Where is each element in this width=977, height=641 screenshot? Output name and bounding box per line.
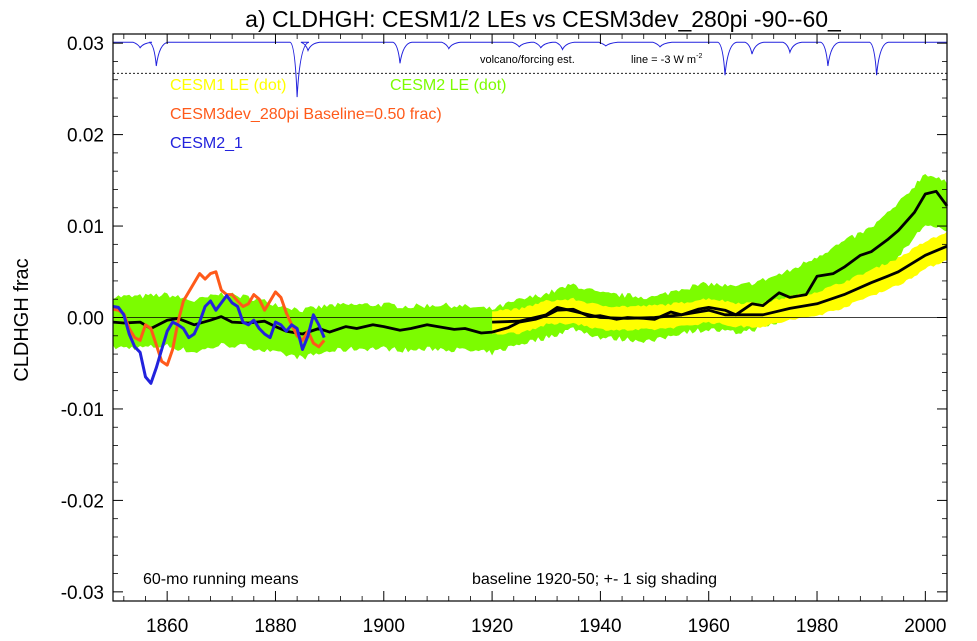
x-tick-label: 1980	[796, 616, 838, 637]
volcano-forcing-trace	[113, 41, 947, 98]
confidence-bands	[113, 174, 947, 360]
x-tick-label: 2000	[904, 616, 946, 637]
legend: CESM1 LE (dot) CESM2 LE (dot) CESM3dev_2…	[170, 77, 506, 152]
volcano-line-superscript: -2	[696, 53, 702, 60]
cesm2-le-band	[113, 174, 947, 360]
y-tick-label: 0.03	[67, 34, 104, 55]
chart-title: a) CLDHGH: CESM1/2 LEs vs CESM3dev_280pi…	[245, 6, 842, 32]
x-tick-label: 1960	[688, 616, 730, 637]
y-tick-label: -0.01	[61, 400, 104, 421]
x-tick-label: 1900	[363, 616, 405, 637]
x-tick-label: 1880	[254, 616, 296, 637]
y-tick-label: -0.03	[61, 583, 104, 604]
y-axis-label: CLDHGH frac	[11, 258, 33, 381]
x-tick-label: 1940	[579, 616, 621, 637]
x-tick-label: 1920	[471, 616, 513, 637]
volcano-note: volcano/forcing est.	[480, 54, 575, 66]
y-tick-label: 0.00	[67, 309, 104, 330]
volcano-forcing-layer	[113, 41, 947, 98]
axis-ticks: 1860 1880 1900 1920 1940 1960 1980 2000 -0.03 -0.…	[61, 34, 948, 637]
y-tick-label: 0.01	[67, 217, 104, 238]
legend-entry-cesm3dev: CESM3dev_280pi Baseline=0.50 frac)	[170, 106, 442, 123]
y-tick-label: -0.02	[61, 491, 104, 512]
series-line-cesm2-1	[112, 294, 326, 385]
cesm1-le-band	[492, 231, 947, 335]
legend-entry-cesm2-le: CESM2 LE (dot)	[390, 77, 506, 94]
volcano-line-text: line = -3 W m	[631, 54, 696, 66]
y-tick-label: 0.02	[67, 126, 104, 147]
series-lines	[112, 189, 949, 385]
baseline-note: baseline 1920-50; +- 1 sig shading	[472, 571, 717, 588]
series-line-cesm3dev	[112, 270, 326, 367]
volcano-line-note: line = -3 W m-2	[631, 53, 702, 66]
legend-entry-cesm1-le: CESM1 LE (dot)	[170, 77, 286, 94]
legend-entry-cesm2-1: CESM2_1	[170, 135, 243, 152]
x-tick-label: 1860	[146, 616, 188, 637]
running-means-note: 60-mo running means	[143, 571, 299, 588]
